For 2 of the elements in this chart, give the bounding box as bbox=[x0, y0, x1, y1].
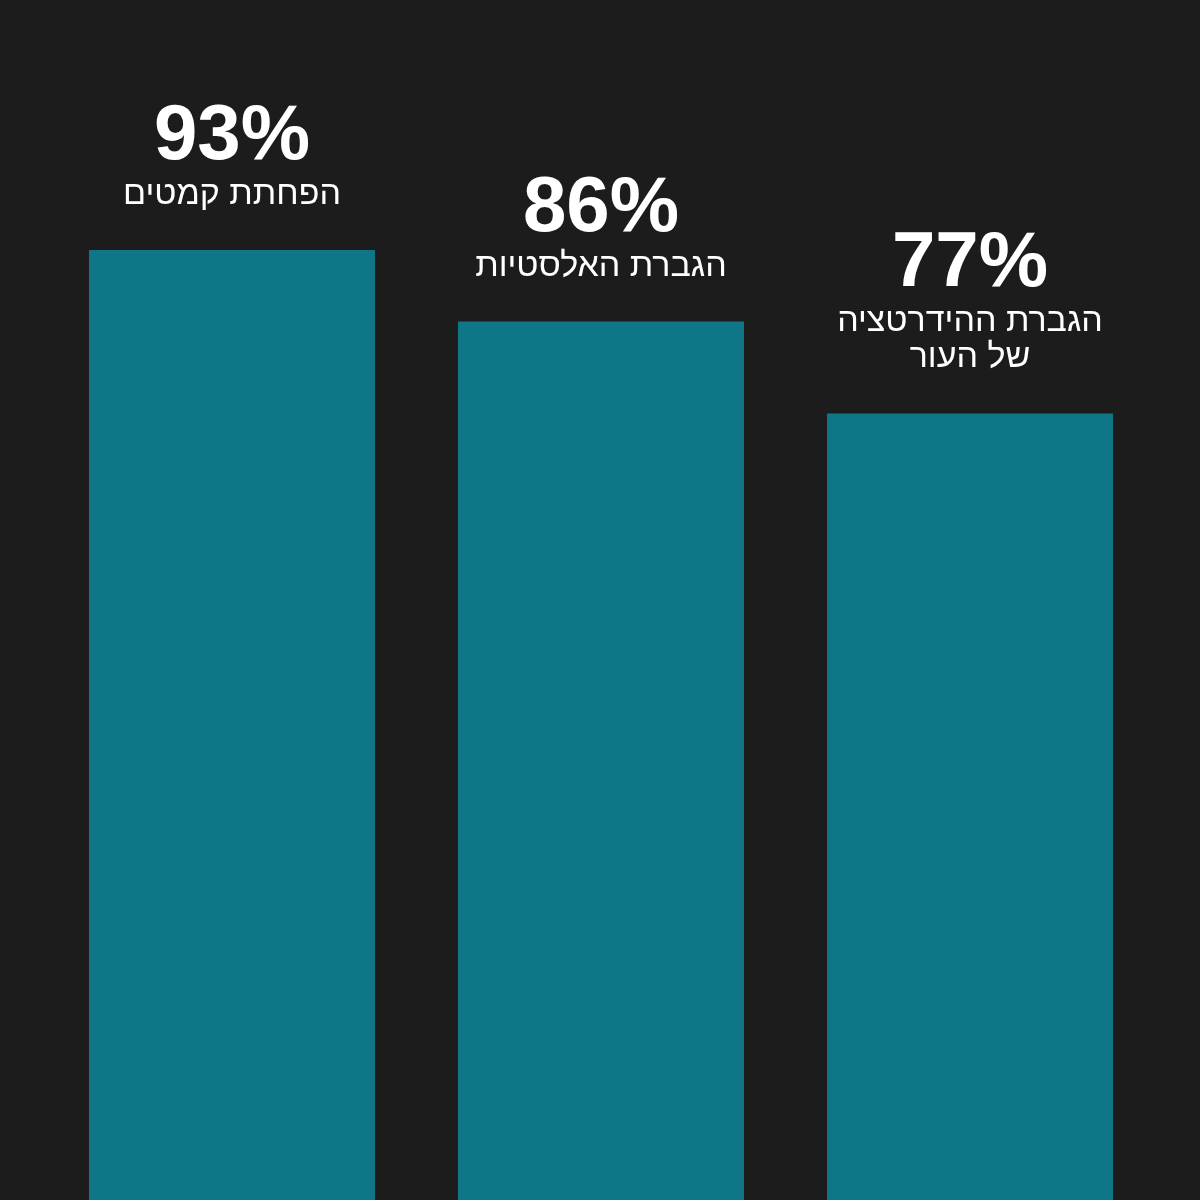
data-label: 93% bbox=[153, 88, 311, 176]
x-tick-label: הפחתת קמטים bbox=[122, 173, 342, 211]
